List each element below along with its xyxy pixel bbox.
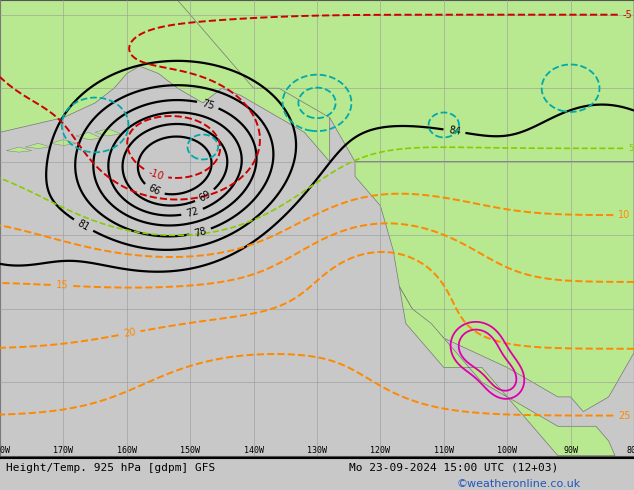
Text: 160W: 160W (117, 446, 137, 455)
Text: 10: 10 (618, 210, 631, 220)
Text: 84: 84 (448, 125, 462, 137)
Polygon shape (6, 147, 32, 152)
Text: 5: 5 (628, 144, 633, 153)
Text: 25: 25 (618, 411, 631, 420)
Polygon shape (95, 128, 120, 136)
Text: 140W: 140W (243, 446, 264, 455)
Text: -5: -5 (623, 10, 633, 20)
Polygon shape (25, 144, 51, 148)
Text: 80W: 80W (626, 446, 634, 455)
Text: 180W: 180W (0, 446, 10, 455)
Text: 81: 81 (75, 218, 91, 233)
Text: 120W: 120W (370, 446, 391, 455)
Text: 130W: 130W (307, 446, 327, 455)
Text: 110W: 110W (434, 446, 454, 455)
Text: 100W: 100W (497, 446, 517, 455)
Text: 75: 75 (200, 98, 216, 111)
Text: 69: 69 (197, 189, 213, 203)
Text: Mo 23-09-2024 15:00 UTC (12+03): Mo 23-09-2024 15:00 UTC (12+03) (349, 463, 558, 473)
Text: 15: 15 (56, 280, 68, 291)
Polygon shape (0, 0, 330, 162)
Text: ©weatheronline.co.uk: ©weatheronline.co.uk (456, 479, 581, 489)
Text: Height/Temp. 925 hPa [gdpm] GFS: Height/Temp. 925 hPa [gdpm] GFS (6, 463, 216, 473)
Text: 78: 78 (193, 225, 207, 239)
Text: 170W: 170W (53, 446, 74, 455)
Text: -10: -10 (146, 167, 165, 182)
Polygon shape (51, 140, 76, 146)
Text: 20: 20 (122, 327, 136, 339)
Polygon shape (178, 0, 634, 162)
Polygon shape (355, 162, 634, 412)
Polygon shape (76, 132, 101, 140)
Polygon shape (399, 287, 615, 456)
Text: 150W: 150W (180, 446, 200, 455)
Text: 66: 66 (146, 183, 162, 197)
Text: 90W: 90W (563, 446, 578, 455)
Text: 72: 72 (185, 206, 200, 219)
